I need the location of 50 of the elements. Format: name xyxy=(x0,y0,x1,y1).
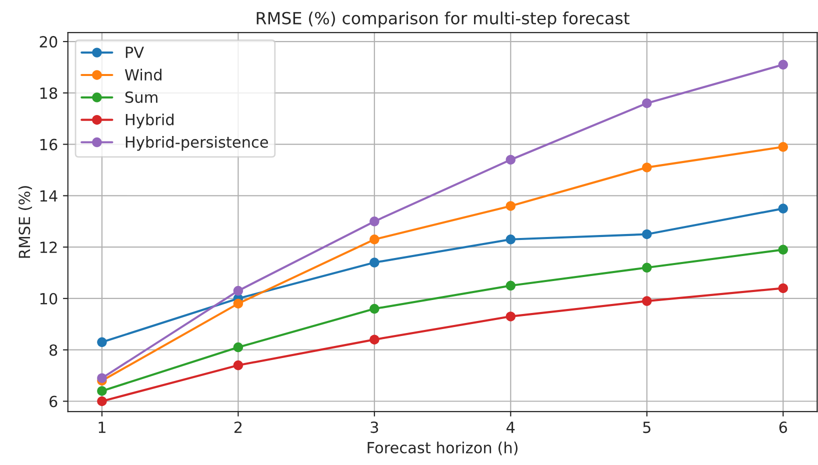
point xyxy=(778,204,788,214)
legend-label: PV xyxy=(126,46,144,58)
point xyxy=(370,216,380,226)
point xyxy=(642,98,652,108)
legend-label: Hybrid-persistence xyxy=(126,136,268,151)
point xyxy=(506,234,516,244)
x-tick-label: 4 xyxy=(506,422,515,433)
point xyxy=(370,258,380,268)
y-tick-label: 14 xyxy=(40,190,58,202)
y-tick-label: 16 xyxy=(40,138,58,150)
legend-label: Hybrid xyxy=(126,114,174,128)
point xyxy=(778,60,788,70)
point xyxy=(370,234,380,244)
point xyxy=(370,304,380,314)
point xyxy=(778,142,788,152)
point xyxy=(642,296,652,306)
point xyxy=(233,360,244,370)
point xyxy=(778,244,788,255)
point xyxy=(97,337,107,348)
point xyxy=(642,162,652,172)
point xyxy=(233,298,244,308)
x-tick-label: 1 xyxy=(98,422,106,433)
point xyxy=(506,312,516,322)
y-tick-label: 10 xyxy=(40,292,58,304)
y-tick-label: 20 xyxy=(40,36,58,48)
point xyxy=(778,283,788,294)
point xyxy=(506,280,516,290)
y-tick-label: 12 xyxy=(40,242,57,253)
legend-label: Sum xyxy=(125,91,158,103)
point xyxy=(506,201,516,211)
chart-title: RMSE (%) comparison for multi-step forecast xyxy=(256,12,630,28)
y-tick-label: 8 xyxy=(49,344,58,356)
point xyxy=(97,396,107,406)
x-tick-label: 6 xyxy=(779,422,788,434)
y-tick-label: 18 xyxy=(40,87,58,99)
point xyxy=(233,342,244,352)
legend-label: Wind xyxy=(124,68,162,81)
point xyxy=(97,386,107,396)
x-axis-title: Forecast horizon (h) xyxy=(368,442,518,456)
x-tick-label: 2 xyxy=(234,422,242,433)
y-axis-title: RMSE (%) xyxy=(18,186,32,258)
point xyxy=(233,286,244,296)
point xyxy=(506,154,516,165)
x-tick-label: 5 xyxy=(643,422,650,434)
point xyxy=(642,229,652,240)
point xyxy=(370,334,380,344)
point xyxy=(97,373,107,383)
y-tick-label: 6 xyxy=(50,396,58,408)
point xyxy=(642,262,652,273)
x-tick-label: 3 xyxy=(370,422,378,434)
